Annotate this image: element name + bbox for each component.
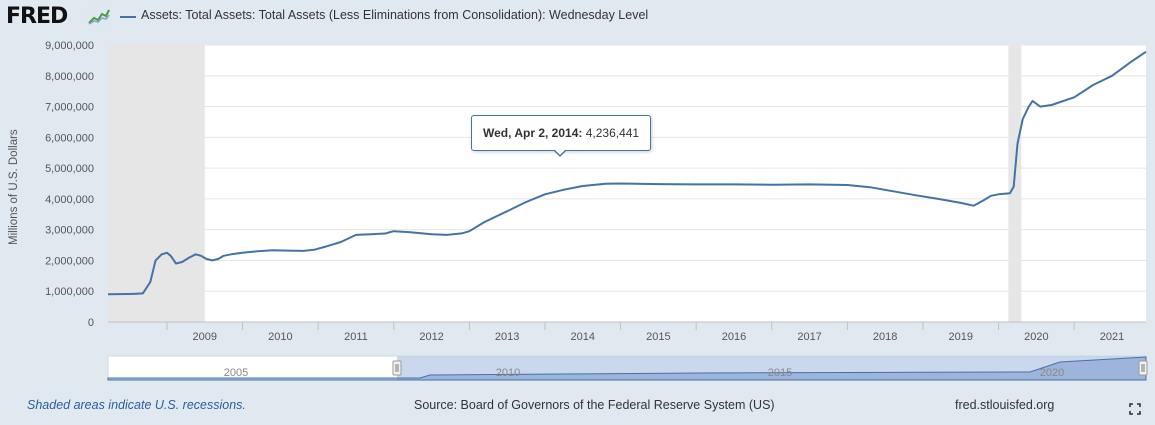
legend-series-name[interactable]: Assets: Total Assets: Total Assets (Less… (141, 8, 649, 22)
navigator-label: 2010 (496, 367, 520, 379)
x-tick-label: 2014 (571, 331, 595, 343)
navigator-label: 2020 (1040, 367, 1064, 379)
y-tick-label: 7,000,000 (45, 102, 94, 114)
y-tick-label: 9,000,000 (45, 40, 94, 52)
x-tick-label: 2012 (419, 331, 443, 343)
tooltip-value: 4,236,441 (585, 126, 640, 140)
fred-chart-icon (87, 6, 111, 26)
series-layer (107, 50, 1147, 296)
x-tick-label: 2011 (344, 331, 368, 343)
x-tick-label: 2015 (646, 331, 670, 343)
y-tick-label: 5,000,000 (45, 163, 94, 175)
y-tick-label: 1,000,000 (45, 286, 94, 298)
x-tick-label: 2016 (722, 331, 746, 343)
y-tick-label: 0 (88, 317, 94, 329)
fullscreen-icon[interactable] (1129, 403, 1141, 415)
tooltip-date: Wed, Apr 2, 2014: (483, 126, 583, 140)
x-tick-label: 2020 (1024, 331, 1048, 343)
x-axis: 2009 2010 2011 2012 2013 2014 2015 2016 2017 2018… (108, 321, 1146, 343)
tooltip-arrow-inner (554, 149, 566, 155)
y-tick-label: 6,000,000 (45, 132, 94, 144)
x-tick-label: 2019 (949, 331, 973, 343)
source-text: Source: Board of Governors of the Federa… (414, 398, 775, 412)
series-line-0[interactable] (107, 50, 1147, 296)
x-tick-label: 2009 (193, 331, 217, 343)
range-navigator[interactable]: 2005 2010 2015 2020 (107, 355, 1148, 381)
navigator-handle-right[interactable] (1138, 360, 1148, 376)
chart-header: FRED Assets: Total Assets: Total Assets … (0, 0, 1155, 34)
navigator-handle-left[interactable] (392, 360, 402, 376)
y-tick-label: 2,000,000 (45, 255, 94, 267)
navigator-label: 2005 (224, 367, 248, 379)
y-tick-label: 8,000,000 (45, 71, 94, 83)
line-chart[interactable]: 0 1,000,000 2,000,000 3,000,000 4,000,000 5,0… (0, 0, 1155, 395)
x-tick-label: 2021 (1100, 331, 1124, 343)
x-tick-label: 2010 (268, 331, 292, 343)
y-tick-label: 3,000,000 (45, 225, 94, 237)
y-axis: 0 1,000,000 2,000,000 3,000,000 4,000,000 5,0… (45, 40, 94, 329)
navigator-series (107, 356, 1147, 381)
fred-logo[interactable]: FRED (6, 4, 68, 29)
x-tick-label: 2017 (797, 331, 821, 343)
data-tooltip: Wed, Apr 2, 2014: 4,236,441 (471, 115, 651, 151)
x-tick-label: 2018 (873, 331, 897, 343)
recession-band-0 (108, 45, 205, 322)
legend-swatch (120, 16, 136, 18)
fred-url-link[interactable]: fred.stlouisfed.org (955, 398, 1055, 412)
recession-note: Shaded areas indicate U.S. recessions. (27, 398, 246, 412)
navigator-label: 2015 (768, 367, 792, 379)
x-tick-label: 2013 (495, 331, 519, 343)
y-tick-label: 4,000,000 (45, 194, 94, 206)
